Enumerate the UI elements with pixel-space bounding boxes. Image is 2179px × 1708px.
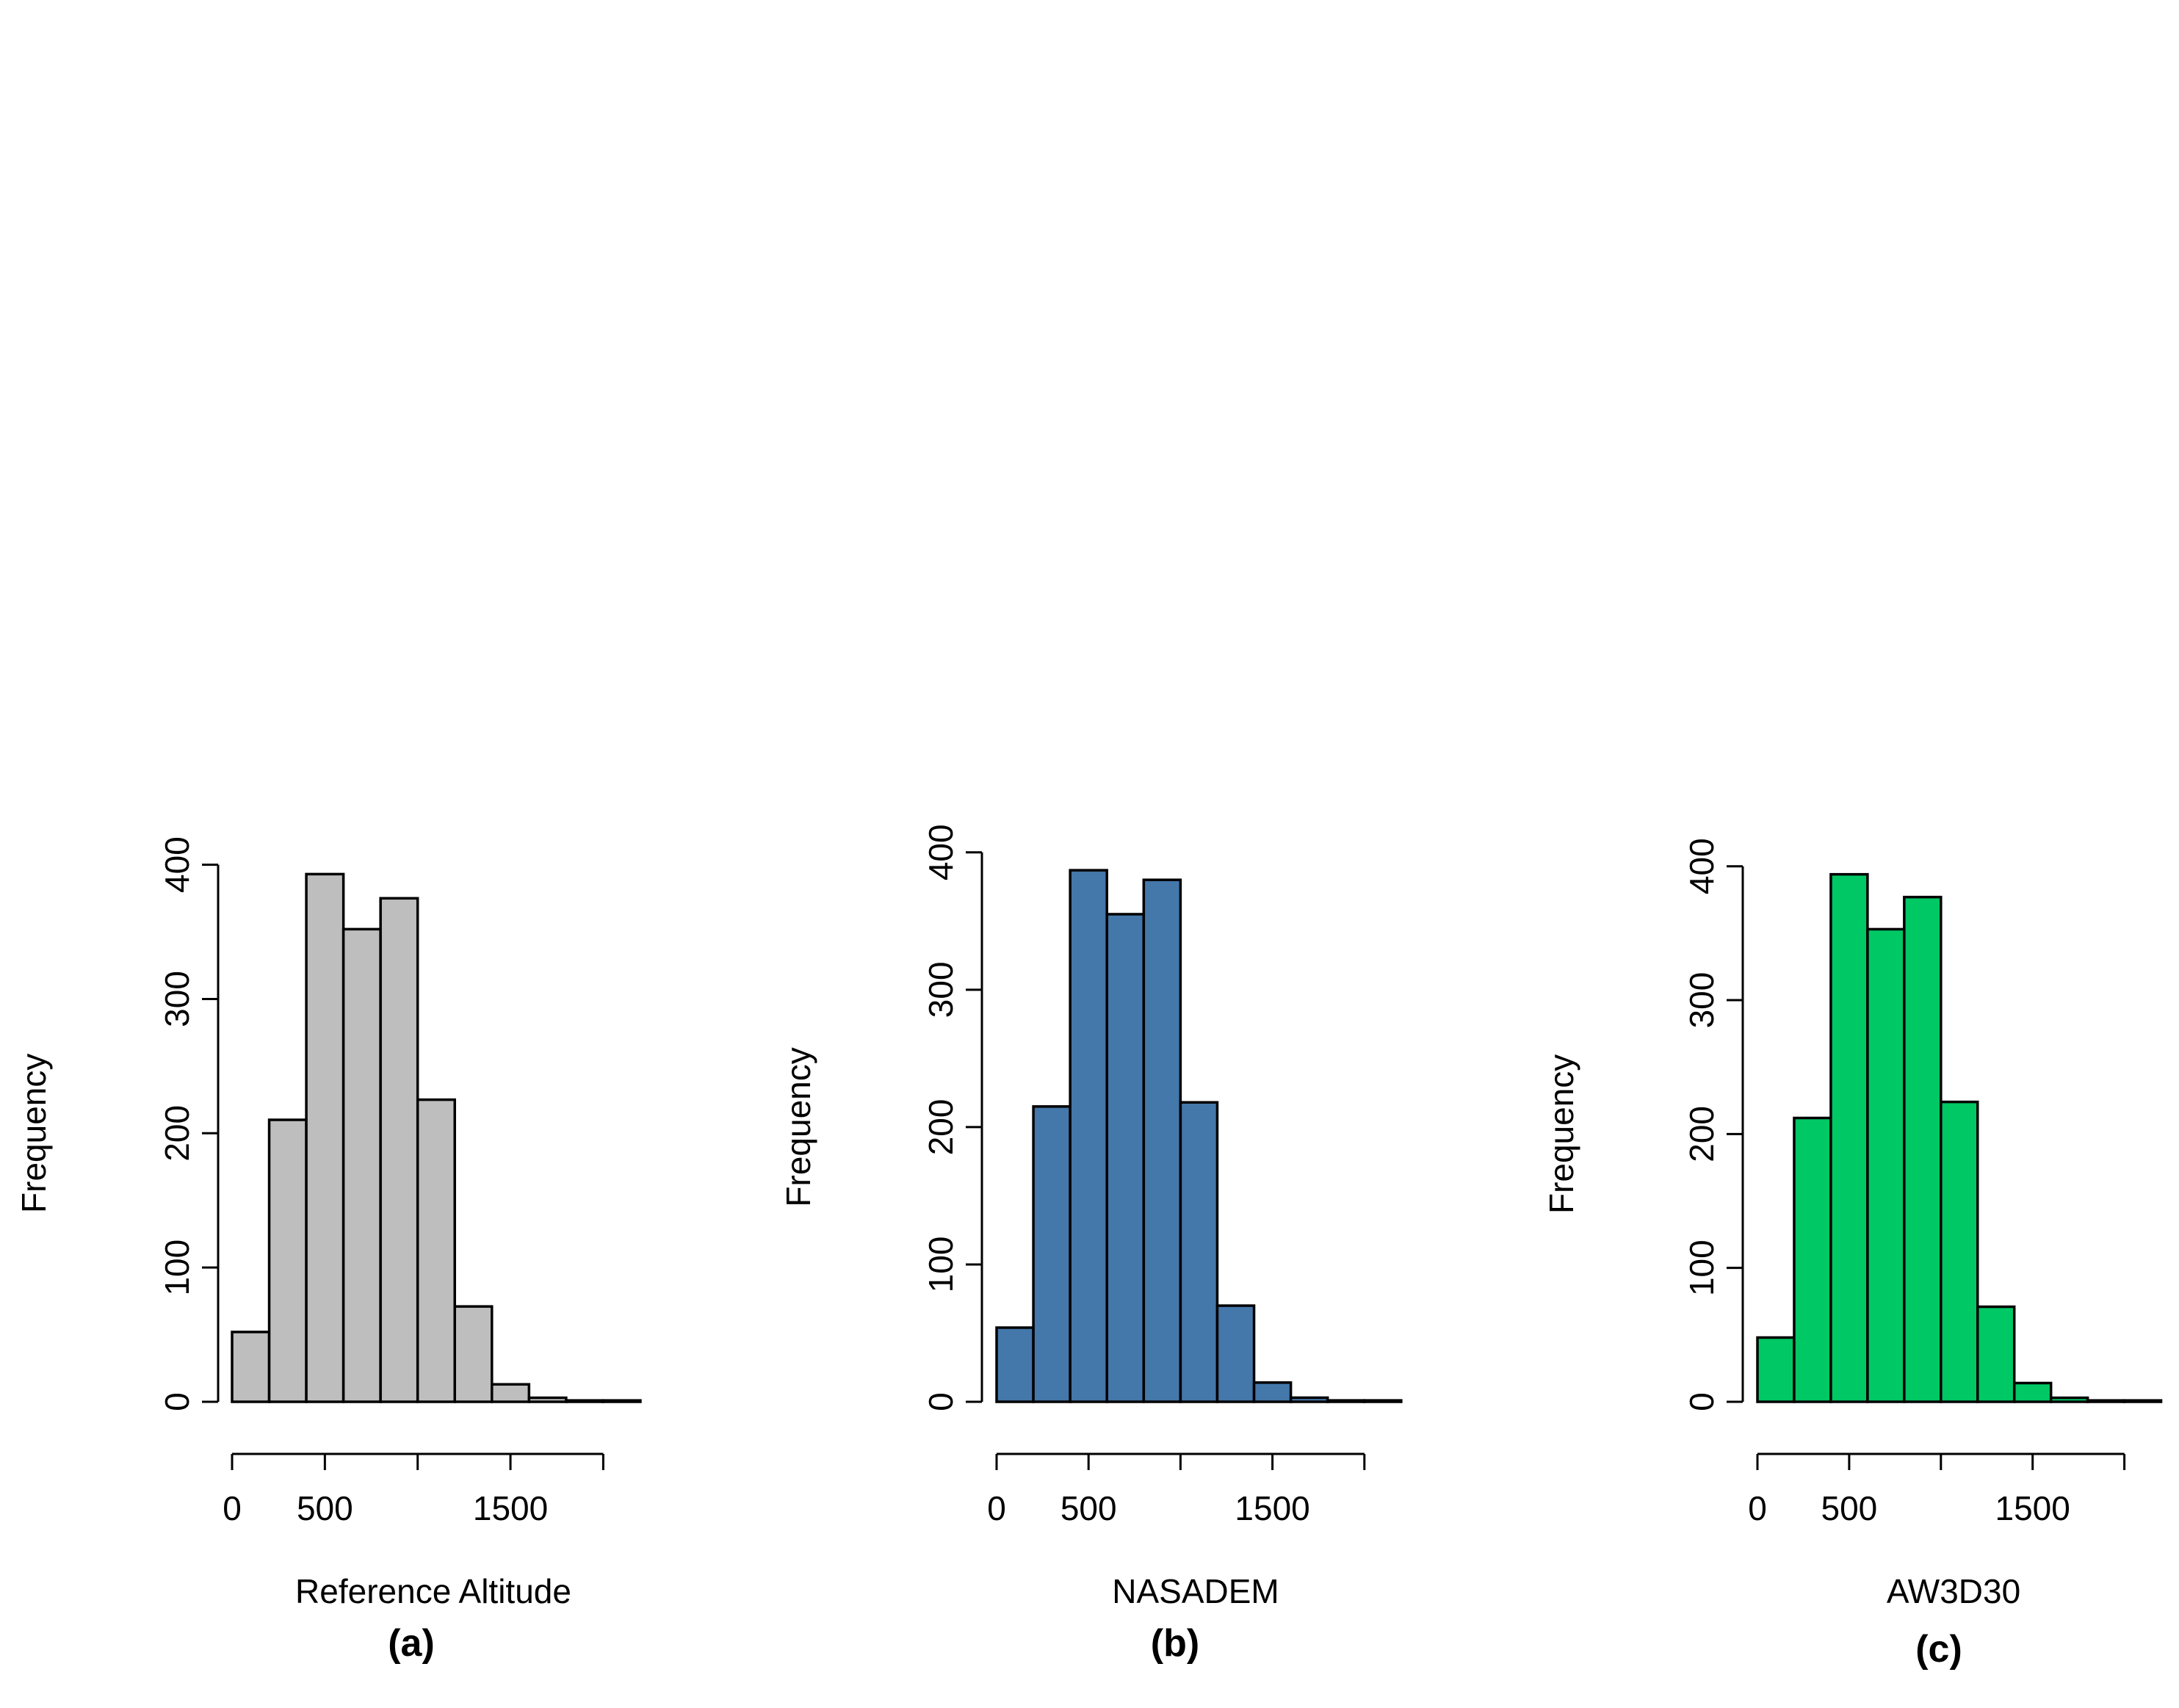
y-tick-label: 100 [922, 1237, 960, 1293]
y-tick-label: 400 [1683, 838, 1721, 894]
y-axis-label: Frequency [779, 1047, 817, 1206]
y-tick-label: 300 [922, 961, 960, 1018]
y-tick-label: 200 [922, 1099, 960, 1156]
histogram-bar [2086, 1399, 2126, 1403]
y-axis-label: Frequency [15, 1054, 53, 1213]
histogram-bar [1829, 872, 1869, 1403]
histogram-bar [342, 927, 382, 1403]
histogram-bar [1976, 1305, 2016, 1403]
x-tick-label: 1500 [473, 1489, 548, 1527]
y-tick-label: 0 [158, 1392, 196, 1411]
histogram-bar [601, 1399, 642, 1403]
y-tick-label: 300 [158, 971, 196, 1027]
histogram-bar [1069, 869, 1108, 1403]
histogram-bar [1142, 878, 1182, 1403]
histogram-bar [491, 1383, 531, 1403]
histogram-bar [1793, 1116, 1832, 1403]
histogram-bar [267, 1118, 308, 1403]
histogram-bar [2049, 1396, 2089, 1403]
y-tick-label: 100 [158, 1240, 196, 1296]
histogram-panel-1: 0 100 200 300 400 0 500 1500 Frequency Reference … [15, 836, 642, 1665]
histogram-bar [995, 1326, 1035, 1403]
x-axis-label: NASADEM [1112, 1572, 1279, 1610]
histogram-bar [379, 897, 419, 1403]
histogram-bar [305, 872, 345, 1403]
histogram-bar [2012, 1381, 2053, 1403]
histogram-bar [1179, 1101, 1219, 1403]
histogram-bar [1289, 1396, 1329, 1403]
histogram-bar [565, 1399, 605, 1403]
x-tick-label: 500 [1821, 1489, 1878, 1527]
x-tick-label: 1500 [1235, 1489, 1309, 1527]
y-tick-label: 0 [922, 1392, 960, 1411]
x-tick-label: 0 [223, 1489, 242, 1527]
histogram-bar [1940, 1100, 1979, 1403]
histogram-bar [1363, 1399, 1403, 1403]
y-tick-label: 300 [1683, 972, 1721, 1029]
y-tick-label: 400 [158, 836, 196, 893]
panel-label: (c) [1915, 1628, 1962, 1671]
histogram-bar [1866, 927, 1906, 1403]
x-tick-label: 0 [987, 1489, 1006, 1527]
y-tick-label: 0 [1683, 1392, 1721, 1411]
x-axis-label: Reference Altitude [295, 1572, 571, 1610]
histogram-panel-3: 0 100 200 300 400 0 500 1500 Frequency AW3D30 (c) [1542, 838, 2163, 1671]
histogram-bar [1756, 1336, 1796, 1403]
histogram-bar [1326, 1399, 1366, 1403]
x-axis-label: AW3D30 [1887, 1572, 2020, 1610]
x-tick-label: 1500 [1995, 1489, 2070, 1527]
panel-label: (a) [388, 1622, 435, 1665]
histogram-bar [453, 1305, 494, 1403]
histogram-bar [1105, 913, 1146, 1403]
y-tick-label: 400 [922, 824, 960, 880]
panel-label: (b) [1151, 1622, 1199, 1665]
histogram-bar [231, 1331, 271, 1403]
histogram-bar [416, 1098, 456, 1403]
x-tick-label: 0 [1748, 1489, 1767, 1527]
y-tick-label: 100 [1683, 1240, 1721, 1296]
y-tick-label: 200 [1683, 1106, 1721, 1162]
histogram-bar [1032, 1105, 1072, 1403]
x-tick-label: 500 [1060, 1489, 1117, 1527]
y-tick-label: 200 [158, 1105, 196, 1162]
histogram-bar [1215, 1304, 1256, 1403]
x-tick-label: 500 [297, 1489, 353, 1527]
histogram-bar [1252, 1381, 1293, 1403]
histogram-panel-2: 0 100 200 300 400 0 500 1500 Frequency NASADEM (b) [779, 824, 1403, 1665]
y-axis-label: Frequency [1542, 1054, 1580, 1214]
histogram-bar [1903, 895, 1943, 1403]
histogram-bar [2122, 1399, 2163, 1403]
histogram-bar [527, 1396, 568, 1403]
